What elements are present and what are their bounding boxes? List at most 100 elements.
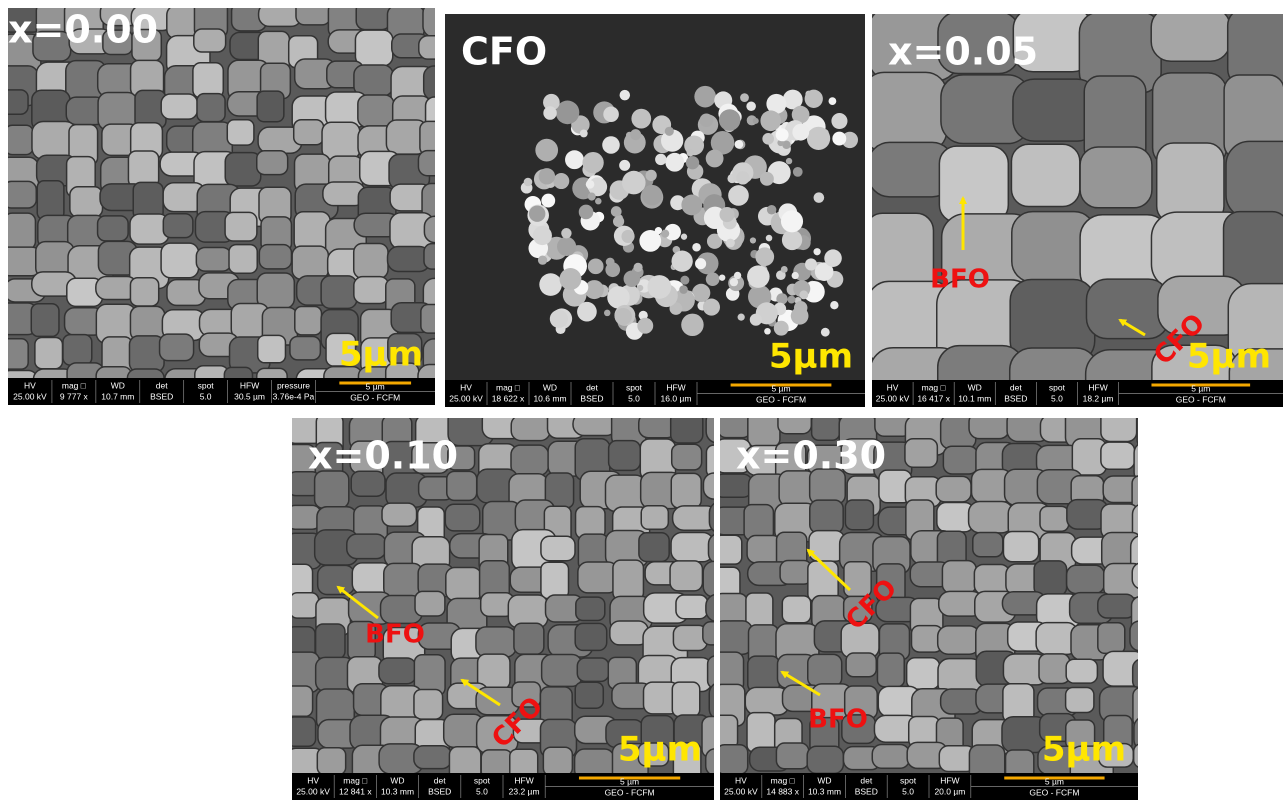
grain [605,475,645,511]
scale-label: 5µm [769,337,853,377]
grain [160,334,194,361]
particle [706,150,724,168]
grain [863,72,947,151]
particle [557,237,576,256]
grain [943,446,977,474]
particle [695,258,706,269]
grain [541,562,569,598]
info-value: 14 883 x [766,786,799,796]
grain [936,476,971,502]
info-value: BSED [855,786,878,796]
info-header: WD [968,382,982,392]
particle [595,198,601,204]
info-value: 5.0 [1051,393,1063,403]
grain [514,623,544,654]
info-header: spot [900,775,917,785]
grain [98,216,129,241]
particle [831,113,847,129]
grain [316,624,345,659]
grain [130,278,158,306]
grain [511,415,550,440]
particle [814,192,825,203]
particle [671,251,692,272]
grain [713,474,753,497]
grain [575,623,607,650]
grain [379,658,416,684]
grain [1151,7,1230,61]
grain [1132,563,1171,589]
particle [541,194,555,208]
particle [747,265,770,288]
grain [810,500,843,533]
grain [257,273,294,308]
particle [735,140,744,149]
grain [1133,659,1170,690]
grain [290,336,320,359]
info-header: HV [735,775,747,785]
grain [808,654,842,686]
grain [542,654,582,686]
grain [257,91,284,122]
particle [719,207,734,222]
grain [1134,442,1177,483]
info-header: pressure [277,380,310,390]
grain [974,564,1009,594]
grain [1134,744,1164,768]
panel-label: x=0.00 [8,8,158,52]
info-header: HFW [240,380,259,390]
grain [356,1,390,29]
info-header: det [1010,382,1022,392]
grain [292,246,328,279]
particle [538,255,547,264]
grain [382,503,417,526]
particle [700,113,714,127]
particle [633,263,642,272]
particle [619,160,630,171]
grain [355,30,392,66]
info-header: HFW [1088,382,1107,392]
grain [613,560,644,600]
particle [793,167,803,177]
info-footer: GEO - FCFM [1176,394,1226,404]
particle [565,150,584,169]
particle [788,296,796,304]
particle [706,272,720,286]
grain [4,213,35,249]
grain [294,120,324,145]
grain [543,747,572,775]
particle [686,156,699,169]
grain [671,532,714,561]
info-header: WD [390,775,404,785]
particle [728,185,749,206]
particle [588,258,604,274]
sem-panel: x=0.005µmHV25.00 kVmag □9 777 xWD10.7 mm… [0,0,467,408]
info-header: det [860,775,872,785]
grain [845,500,873,530]
particle [539,273,562,296]
particle [604,310,611,317]
grain [938,626,980,654]
grain [161,243,198,278]
grain [905,439,937,468]
info-header: HV [460,382,472,392]
grain [414,690,443,720]
grain [1157,143,1224,223]
grain [197,94,225,122]
grain [714,535,741,564]
info-footer: GEO - FCFM [350,392,400,402]
grain [225,153,261,186]
grain [5,125,33,154]
grain [1086,279,1169,339]
panel-label: CFO [461,30,547,74]
scale-label: 5µm [1042,730,1126,770]
info-header: HV [307,775,319,785]
grain [414,746,451,769]
particle [760,172,774,186]
info-value: 5.0 [902,786,914,796]
scale-label: 5µm [618,730,702,770]
info-header: HFW [940,775,959,785]
particle [774,321,789,336]
info-header: det [156,380,168,390]
grain [421,305,449,334]
info-header: spot [626,382,643,392]
